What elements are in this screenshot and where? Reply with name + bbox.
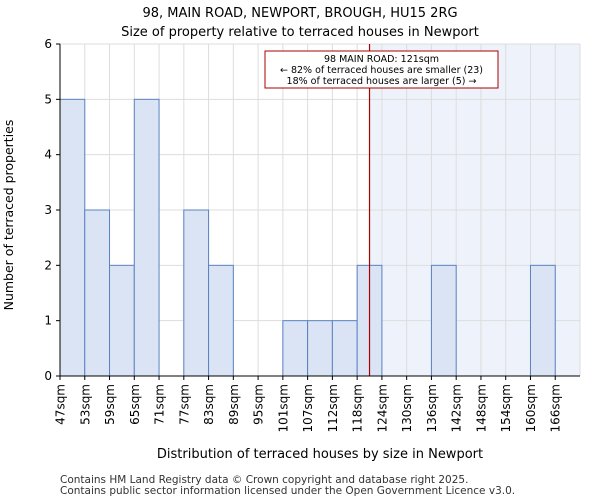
- bar-47sqm: [59, 98, 86, 377]
- x-tick-label: 142sqm: [450, 384, 464, 432]
- y-tick-label: 0: [44, 369, 52, 383]
- annotation-frame: [264, 50, 499, 89]
- bar-136sqm: [430, 264, 457, 377]
- annotation-box: 98 MAIN ROAD: 121sqm ← 82% of terraced h…: [264, 50, 499, 89]
- x-tick-label: 107sqm: [301, 384, 315, 432]
- x-tick-label: 130sqm: [400, 384, 414, 432]
- x-tick-label: 65sqm: [128, 384, 142, 425]
- x-tick-label: 166sqm: [549, 384, 563, 432]
- annotation-line-2: ← 82% of terraced houses are smaller (23…: [280, 65, 483, 76]
- chart-subtitle: Size of property relative to terraced ho…: [121, 25, 479, 40]
- y-axis-label: Number of terraced properties: [1, 120, 16, 311]
- x-tick-label: 89sqm: [227, 384, 241, 425]
- x-tick-label: 124sqm: [375, 384, 389, 432]
- bar-77sqm: [183, 209, 210, 377]
- x-axis-label: Distribution of terraced houses by size …: [157, 447, 483, 462]
- x-tick-label: 148sqm: [474, 384, 488, 432]
- footer-line-2: Contains public sector information licen…: [60, 485, 516, 497]
- annotation-line-1: 98 MAIN ROAD: 121sqm: [324, 54, 439, 65]
- x-tick-label: 136sqm: [425, 384, 439, 432]
- x-tick-label: 71sqm: [153, 384, 167, 425]
- bar-101sqm: [282, 320, 309, 377]
- bar-112sqm: [331, 320, 358, 377]
- bar-53sqm: [84, 209, 111, 377]
- chart-title: 98, MAIN ROAD, NEWPORT, BROUGH, HU15 2RG: [142, 6, 457, 21]
- x-tick-label: 154sqm: [499, 384, 513, 432]
- y-tick-label: 6: [44, 37, 52, 51]
- bar-59sqm: [109, 264, 135, 377]
- y-tick-label: 4: [44, 148, 52, 162]
- x-tick-label: 83sqm: [202, 384, 216, 425]
- annotation-line-3: 18% of terraced houses are larger (5) →: [287, 76, 477, 87]
- x-tick-label: 112sqm: [326, 384, 340, 432]
- x-tick-label: 47sqm: [54, 384, 68, 425]
- y-tick-label: 5: [44, 92, 52, 106]
- x-tick-label: 95sqm: [252, 384, 266, 425]
- footer-line-1: Contains HM Land Registry data © Crown c…: [60, 474, 469, 486]
- y-tick-label: 3: [44, 203, 52, 217]
- bar-65sqm: [133, 98, 160, 377]
- bar-107sqm: [307, 320, 333, 377]
- bars: [59, 98, 556, 377]
- y-tick-label: 1: [44, 314, 52, 328]
- x-tick-labels: 47sqm 53sqm 59sqm 65sqm 71sqm 77sqm 83sqm 89sqm…: [54, 376, 563, 432]
- x-tick-label: 118sqm: [351, 384, 365, 432]
- x-tick-label: 59sqm: [103, 384, 117, 425]
- x-tick-label: 77sqm: [177, 384, 191, 425]
- x-tick-label: 160sqm: [524, 384, 538, 432]
- bar-160sqm: [529, 264, 556, 377]
- y-tick-label: 2: [44, 258, 52, 272]
- x-tick-label: 101sqm: [276, 384, 290, 432]
- bar-83sqm: [208, 264, 234, 377]
- x-tick-label: 53sqm: [78, 384, 92, 425]
- y-tick-labels: 0 1 2 3 4 5 6: [44, 37, 60, 383]
